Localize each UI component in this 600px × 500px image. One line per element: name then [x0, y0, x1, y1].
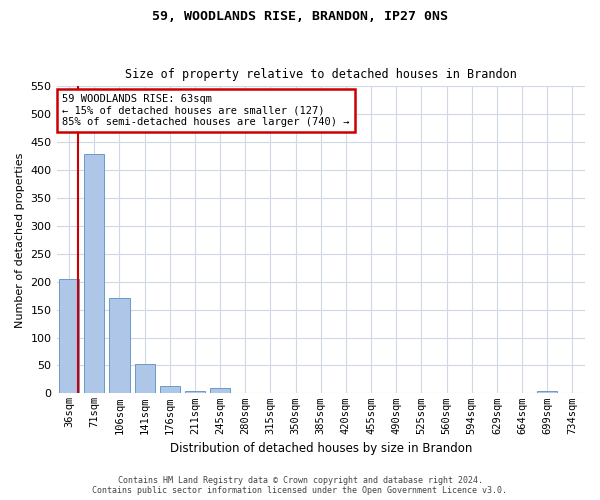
Bar	[185, 390, 205, 394]
Text: Contains HM Land Registry data © Crown copyright and database right 2024.
Contai: Contains HM Land Registry data © Crown c…	[92, 476, 508, 495]
Bar	[59, 279, 79, 394]
Bar	[160, 386, 180, 394]
Bar	[134, 364, 155, 394]
Bar	[210, 388, 230, 394]
Bar	[109, 298, 130, 394]
Title: Size of property relative to detached houses in Brandon: Size of property relative to detached ho…	[125, 68, 517, 81]
Text: 59 WOODLANDS RISE: 63sqm
← 15% of detached houses are smaller (127)
85% of semi-: 59 WOODLANDS RISE: 63sqm ← 15% of detach…	[62, 94, 349, 127]
Bar	[537, 390, 557, 394]
Text: 59, WOODLANDS RISE, BRANDON, IP27 0NS: 59, WOODLANDS RISE, BRANDON, IP27 0NS	[152, 10, 448, 23]
Bar	[84, 154, 104, 394]
X-axis label: Distribution of detached houses by size in Brandon: Distribution of detached houses by size …	[170, 442, 472, 455]
Y-axis label: Number of detached properties: Number of detached properties	[15, 152, 25, 328]
